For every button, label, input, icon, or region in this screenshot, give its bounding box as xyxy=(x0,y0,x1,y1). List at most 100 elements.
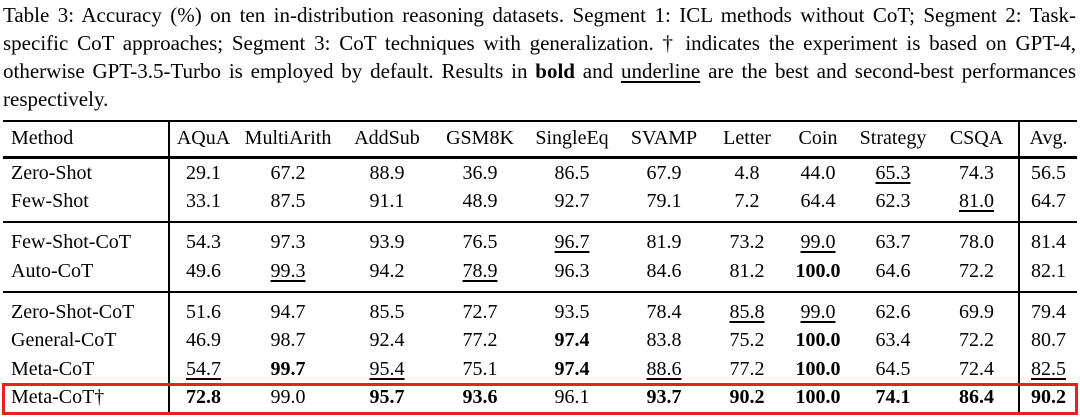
value-cell-strategy: 64.5 xyxy=(875,357,911,380)
value-cell-multiarith: 99.3 xyxy=(270,259,306,282)
col-header-gsm8k: GSM8K xyxy=(435,121,525,159)
value-cell-csqa: 72.4 xyxy=(959,357,994,380)
value-cell-avg: 79.4 xyxy=(1018,290,1077,327)
value-cell-coin: 44.0 xyxy=(800,161,836,184)
results-table: Method AQuA MultiArith AddSub GSM8K SingleEq S… xyxy=(2,120,1078,415)
col-header-method: Method xyxy=(3,121,169,159)
value-cell-aqua: 49.6 xyxy=(168,257,237,292)
caption-text-1: Table 3: Accuracy (%) on ten in-distribu… xyxy=(3,3,1076,83)
value-cell-singleeq: 97.4 xyxy=(554,329,590,351)
value-cell-aqua: 29.1 xyxy=(168,157,237,188)
method-cell: Few-Shot-CoT xyxy=(3,221,169,257)
value-cell-avg: 90.2 xyxy=(1018,383,1077,414)
value-cell-coin: 64.4 xyxy=(800,190,836,212)
value-cell-multiarith: 97.3 xyxy=(237,221,339,257)
value-cell-strategy: 64.6 xyxy=(875,259,911,282)
row-zero-shot: Zero-Shot 29.1 67.2 88.9 36.9 86.5 67.9 4.8 44.0… xyxy=(3,157,1077,188)
value-cell-avg: 81.4 xyxy=(1018,221,1077,257)
method-cell: Few-Shot xyxy=(11,190,89,212)
value-cell-aqua: 54.7 xyxy=(168,355,237,384)
value-cell-csqa: 78.0 xyxy=(935,221,1019,257)
value-cell-aqua: 33.1 xyxy=(168,187,237,222)
col-header-avg: Avg. xyxy=(1018,121,1077,159)
value-cell-coin: 99.0 xyxy=(785,221,851,257)
method-cell: Zero-Shot-CoT xyxy=(3,290,169,327)
value-cell-avg: 80.7 xyxy=(1018,326,1077,355)
table-body: Zero-Shot 29.1 67.2 88.9 36.9 86.5 67.9 4.8 44.0… xyxy=(2,157,1078,415)
value-cell-addsub: 95.4 xyxy=(369,357,405,380)
value-cell-gsm8k: 78.9 xyxy=(462,259,498,282)
value-cell-letter: 7.2 xyxy=(734,190,760,212)
value-cell-multiarith: 94.7 xyxy=(237,290,339,327)
col-header-singleeq: SingleEq xyxy=(525,121,619,159)
value-cell-singleeq: 93.5 xyxy=(525,290,619,327)
value-cell-singleeq: 86.5 xyxy=(554,161,590,184)
method-cell: General-CoT xyxy=(11,329,117,351)
row-meta-cot: Meta-CoT 54.7 99.7 95.4 75.1 97.4 88.6 77.2 100.… xyxy=(3,355,1077,384)
col-header-svamp: SVAMP xyxy=(619,121,709,159)
value-cell-aqua: 46.9 xyxy=(168,326,237,355)
value-cell-csqa: 72.2 xyxy=(959,259,994,282)
value-cell-addsub: 92.4 xyxy=(369,329,405,351)
value-cell-strategy: 74.1 xyxy=(875,386,911,408)
row-few-shot-cot: Few-Shot-CoT 54.3 97.3 93.9 76.5 96.7 81.9 73.2… xyxy=(3,221,1077,257)
value-cell-multiarith: 98.7 xyxy=(270,329,306,351)
value-cell-strategy: 63.4 xyxy=(875,329,911,351)
value-cell-singleeq: 92.7 xyxy=(554,190,590,212)
value-cell-letter: 77.2 xyxy=(729,357,765,380)
value-cell-svamp: 81.9 xyxy=(619,221,709,257)
value-cell-avg: 82.5 xyxy=(1018,355,1077,384)
value-cell-gsm8k: 72.7 xyxy=(435,290,525,327)
value-cell-csqa: 72.2 xyxy=(959,329,994,351)
value-cell-coin: 100.0 xyxy=(795,259,841,282)
value-cell-csqa: 81.0 xyxy=(959,190,994,212)
value-cell-singleeq: 96.1 xyxy=(554,386,590,408)
col-header-coin: Coin xyxy=(785,121,851,159)
value-cell-addsub: 95.7 xyxy=(369,386,405,408)
row-meta-cot-highlighted: Meta-CoT† 72.8 99.0 95.7 93.6 96.1 93.7 90.2 100… xyxy=(2,382,1078,415)
value-cell-avg: 82.1 xyxy=(1018,257,1077,292)
col-header-letter: Letter xyxy=(709,121,785,159)
value-cell-letter: 90.2 xyxy=(729,386,765,408)
value-cell-csqa: 74.3 xyxy=(959,161,994,184)
row-few-shot: Few-Shot 33.1 87.5 91.1 48.9 92.7 79.1 7.2 64.4 6… xyxy=(3,187,1077,222)
value-cell-aqua: 51.6 xyxy=(168,290,237,327)
col-header-multiarith: MultiArith xyxy=(237,121,339,159)
value-cell-multiarith: 99.7 xyxy=(270,357,306,380)
value-cell-coin: 100.0 xyxy=(795,386,841,408)
value-cell-svamp: 84.6 xyxy=(646,259,682,282)
value-cell-gsm8k: 77.2 xyxy=(462,329,498,351)
value-cell-strategy: 63.7 xyxy=(851,221,935,257)
value-cell-multiarith: 99.0 xyxy=(270,386,306,408)
row-general-cot: General-CoT 46.9 98.7 92.4 77.2 97.4 83.8 75.2 1… xyxy=(3,326,1077,355)
value-cell-aqua: 54.3 xyxy=(168,221,237,257)
value-cell-svamp: 88.6 xyxy=(646,357,682,380)
value-cell-svamp: 83.8 xyxy=(646,329,682,351)
value-cell-strategy: 62.6 xyxy=(851,290,935,327)
col-header-addsub: AddSub xyxy=(339,121,435,159)
value-cell-coin: 100.0 xyxy=(795,357,841,380)
method-cell: Meta-CoT xyxy=(11,357,95,380)
table-caption: Table 3: Accuracy (%) on ten in-distribu… xyxy=(3,1,1076,113)
value-cell-multiarith: 87.5 xyxy=(270,190,306,212)
value-cell-avg: 64.7 xyxy=(1018,187,1077,222)
caption-text-3: are the best and second-best performance… xyxy=(3,59,1076,111)
value-cell-multiarith: 67.2 xyxy=(270,161,306,184)
value-cell-addsub: 85.5 xyxy=(339,290,435,327)
value-cell-gsm8k: 36.9 xyxy=(462,161,498,184)
value-cell-letter: 81.2 xyxy=(729,259,765,282)
value-cell-addsub: 94.2 xyxy=(369,259,405,282)
value-cell-addsub: 88.9 xyxy=(369,161,405,184)
value-cell-gsm8k: 76.5 xyxy=(435,221,525,257)
value-cell-singleeq: 96.7 xyxy=(525,221,619,257)
caption-bold-word: bold xyxy=(535,59,575,83)
row-auto-cot: Auto-CoT 49.6 99.3 94.2 78.9 96.3 84.6 81.2 100.… xyxy=(3,257,1077,292)
value-cell-gsm8k: 93.6 xyxy=(462,386,498,408)
value-cell-svamp: 79.1 xyxy=(646,190,682,212)
value-cell-strategy: 62.3 xyxy=(875,190,911,212)
value-cell-csqa: 69.9 xyxy=(935,290,1019,327)
value-cell-coin: 99.0 xyxy=(785,290,851,327)
value-cell-aqua: 72.8 xyxy=(168,383,237,414)
value-cell-addsub: 91.1 xyxy=(369,190,405,212)
value-cell-letter: 4.8 xyxy=(734,161,760,184)
